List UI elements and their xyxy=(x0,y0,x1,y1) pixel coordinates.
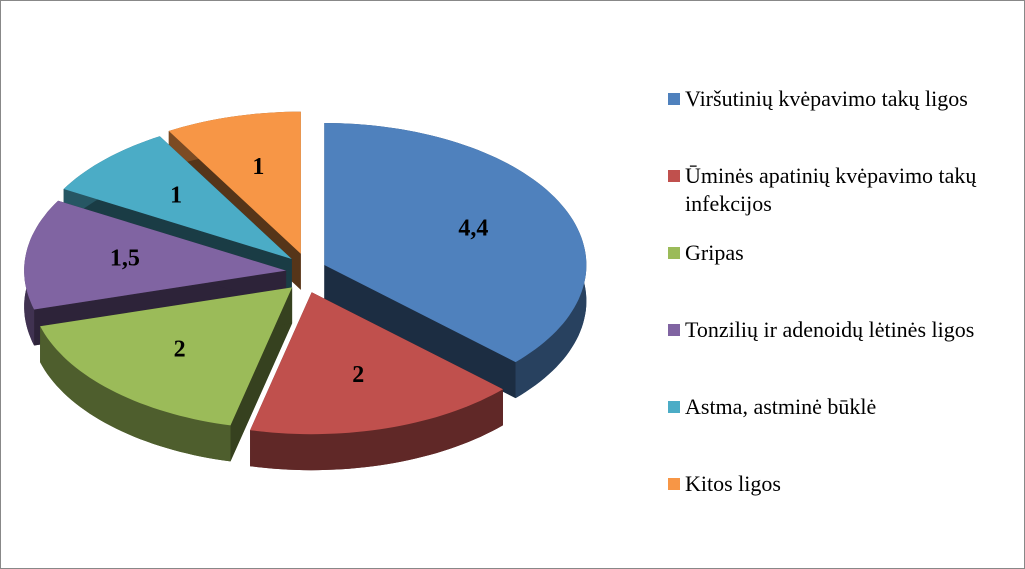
legend-entry: Kitos ligos xyxy=(668,470,1013,498)
slice-rim xyxy=(40,326,231,462)
slice-wall xyxy=(324,265,516,399)
legend-swatch xyxy=(668,324,680,336)
slice xyxy=(324,123,587,399)
slice-top xyxy=(40,287,293,426)
slice-rim xyxy=(250,389,503,471)
slice-top xyxy=(24,200,287,310)
legend-swatch xyxy=(668,247,680,259)
slice-top xyxy=(168,111,301,254)
data-label: 4,4 xyxy=(458,216,488,242)
legend-swatch xyxy=(668,170,680,182)
slice xyxy=(40,287,293,462)
data-label: 1 xyxy=(170,183,182,209)
legend-entry: Astma, astminė būklė xyxy=(668,393,1013,421)
legend-swatch xyxy=(668,478,680,490)
data-label: 1 xyxy=(252,154,264,180)
legend-label: Tonzilių ir adenoidų lėtinės ligos xyxy=(685,317,975,342)
legend-entry: Gripas xyxy=(668,239,1013,267)
slice-wall xyxy=(230,287,293,462)
slice xyxy=(250,292,503,471)
slice-top xyxy=(250,292,503,435)
data-label: 2 xyxy=(352,362,364,388)
legend-entry: Viršutinių kvėpavimo takų ligos xyxy=(668,85,1013,113)
slice xyxy=(24,200,287,346)
slice-top xyxy=(324,123,587,363)
data-label: 2 xyxy=(174,336,186,362)
data-label: 1,5 xyxy=(110,246,140,272)
legend-swatch xyxy=(668,401,680,413)
legend-label: Viršutinių kvėpavimo takų ligos xyxy=(685,86,968,111)
legend-entry: Ūminės apatinių kvėpavimo takų infekcijo… xyxy=(668,162,1013,218)
legend-label: Ūminės apatinių kvėpavimo takų infekcijo… xyxy=(685,163,977,216)
legend-label: Gripas xyxy=(685,240,744,265)
legend-entry: Tonzilių ir adenoidų lėtinės ligos xyxy=(668,316,1013,344)
legend-swatch xyxy=(668,93,680,105)
legend-label: Kitos ligos xyxy=(685,471,781,496)
legend-label: Astma, astminė būklė xyxy=(685,394,877,419)
pie-area: 1 1 4,4 1,5 2 2 xyxy=(24,111,587,471)
slice-top xyxy=(63,136,292,259)
